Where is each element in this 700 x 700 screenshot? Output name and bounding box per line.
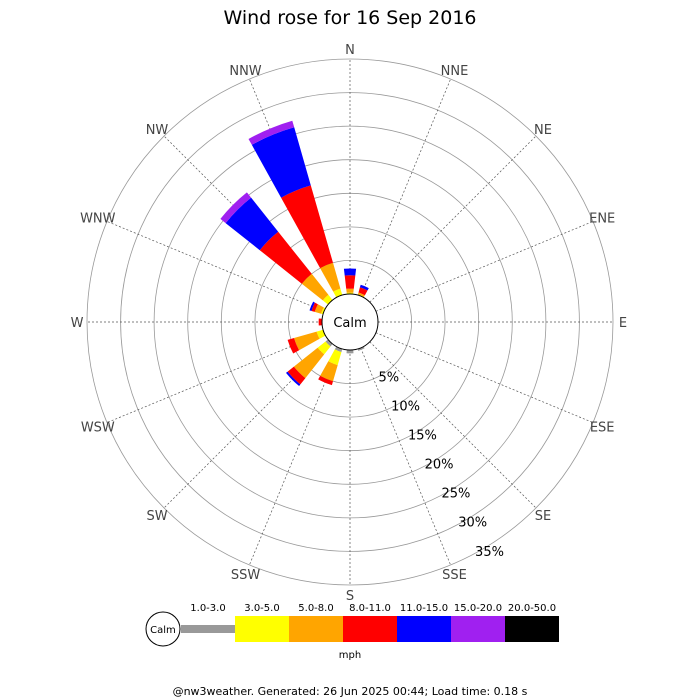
calm-label: Calm bbox=[333, 316, 366, 331]
direction-label-ene: ENE bbox=[589, 212, 615, 227]
petal-wsw-bin-2 bbox=[316, 329, 326, 339]
legend-bin-label-1: 1.0-3.0 bbox=[190, 603, 225, 614]
spoke-sse bbox=[360, 347, 451, 566]
petal-ssw-bin-4 bbox=[318, 375, 333, 386]
ring-label-2: 10% bbox=[391, 399, 420, 414]
range-ring-2 bbox=[254, 226, 446, 418]
calm-circle: Calm bbox=[321, 293, 379, 351]
petal-nw-bin-3 bbox=[301, 273, 329, 301]
ring-label-7: 35% bbox=[475, 545, 504, 560]
petal-nw-bin-6 bbox=[220, 192, 252, 224]
petal-w-bin-4 bbox=[318, 318, 323, 326]
petal-wnw-bin-2 bbox=[321, 307, 326, 315]
spoke-se bbox=[369, 341, 537, 509]
direction-label-ese: ESE bbox=[590, 421, 615, 436]
direction-label-nw: NW bbox=[146, 123, 169, 138]
direction-label-n: N bbox=[345, 43, 355, 58]
petal-ssw-bin-3 bbox=[320, 361, 338, 382]
ring-label-1: 5% bbox=[378, 370, 399, 385]
legend-bin-label-3: 5.0-8.0 bbox=[298, 603, 333, 614]
direction-label-s: S bbox=[346, 589, 354, 604]
petal-wnw-bin-3 bbox=[314, 304, 324, 314]
petal-sw-bin-3 bbox=[293, 347, 325, 379]
direction-label-sse: SSE bbox=[442, 568, 467, 583]
legend-swatch-3 bbox=[289, 616, 343, 642]
petal-n-bin-5 bbox=[343, 268, 357, 276]
petal-wsw-bin-3 bbox=[294, 331, 320, 351]
legend-bin-label-2: 3.0-5.0 bbox=[244, 603, 279, 614]
petal-nnw-bin-2 bbox=[333, 288, 343, 298]
legend-bin-label-6: 15.0-20.0 bbox=[454, 603, 502, 614]
direction-label-ne: NE bbox=[534, 123, 552, 138]
petal-wnw-bin-5 bbox=[309, 301, 315, 311]
legend-swatch-4 bbox=[343, 616, 397, 642]
direction-spokes bbox=[87, 59, 613, 585]
direction-label-w: W bbox=[71, 316, 84, 331]
petal-n-bin-4 bbox=[344, 275, 356, 289]
petal-nnw-bin-6 bbox=[248, 120, 295, 145]
petal-sse-bin-1 bbox=[357, 346, 365, 351]
spoke-sw bbox=[163, 341, 331, 509]
direction-label-ssw: SSW bbox=[231, 568, 261, 583]
petal-nw-bin-5 bbox=[225, 197, 279, 251]
petal-nnw-bin-5 bbox=[251, 127, 311, 198]
direction-label-e: E bbox=[619, 316, 627, 331]
legend-swatch-5 bbox=[397, 616, 451, 642]
direction-label-sw: SW bbox=[146, 509, 167, 524]
petal-nne-bin-3 bbox=[357, 292, 365, 297]
petal-sw-bin-2 bbox=[317, 341, 331, 355]
petal-nne-bin-4 bbox=[358, 287, 368, 296]
spoke-ene bbox=[375, 221, 594, 312]
range-ring-5 bbox=[153, 125, 547, 519]
petal-sw-bin-4 bbox=[287, 366, 306, 385]
petal-n-bin-3 bbox=[346, 288, 354, 293]
wind-petals bbox=[220, 120, 369, 386]
legend-units: mph bbox=[339, 650, 361, 661]
legend-bin-label-7: 20.0-50.0 bbox=[508, 603, 556, 614]
legend-bin-label-5: 11.0-15.0 bbox=[400, 603, 448, 614]
legend-swatch-6 bbox=[451, 616, 505, 642]
petal-ssw-bin-1 bbox=[334, 346, 343, 353]
petal-nne-bin-5 bbox=[359, 284, 369, 291]
chart-title: Wind rose for 16 Sep 2016 bbox=[223, 7, 476, 29]
petal-s-bin-1 bbox=[346, 349, 354, 354]
petal-nnw-bin-3 bbox=[320, 262, 341, 292]
range-ring-7 bbox=[86, 58, 614, 586]
ring-label-6: 30% bbox=[458, 516, 487, 531]
spoke-ssw bbox=[249, 347, 340, 566]
legend-swatch-1 bbox=[181, 625, 235, 633]
range-ring-4 bbox=[187, 159, 513, 485]
speed-legend: Calm 1.0-3.0 3.0-5.0 5.0-8.0 8.0-11.0 11.0-1… bbox=[145, 603, 559, 661]
direction-label-nne: NNE bbox=[441, 64, 469, 79]
direction-label-se: SE bbox=[535, 509, 551, 524]
ring-label-5: 25% bbox=[441, 487, 470, 502]
petal-wsw-bin-4 bbox=[287, 338, 300, 354]
direction-label-wnw: WNW bbox=[80, 212, 116, 227]
direction-labels: N NNE NE ENE E ESE SE SSE S SSW SW WSW W WNW NW NNW bbox=[71, 43, 628, 604]
petal-wnw-bin-4 bbox=[311, 302, 318, 312]
ring-label-4: 20% bbox=[425, 458, 454, 473]
petal-sw-bin-1 bbox=[325, 339, 333, 347]
footer-text: @nw3weather. Generated: 26 Jun 2025 00:4… bbox=[173, 685, 528, 698]
spoke-wnw bbox=[106, 221, 325, 312]
spoke-ese bbox=[375, 332, 594, 423]
petal-ssw-bin-2 bbox=[328, 349, 342, 366]
legend-calm-circle bbox=[145, 611, 181, 647]
direction-label-nnw: NNW bbox=[229, 64, 261, 79]
spoke-nne bbox=[360, 78, 451, 297]
legend-swatch-7 bbox=[505, 616, 559, 642]
ring-label-3: 15% bbox=[408, 429, 437, 444]
petal-nnw-bin-4 bbox=[281, 185, 333, 269]
ring-percent-labels: 5% 10% 15% 20% 25% 30% 35% bbox=[378, 370, 503, 560]
spoke-ne bbox=[369, 135, 537, 303]
spoke-wsw bbox=[106, 332, 325, 423]
legend-swatch-2 bbox=[235, 616, 289, 642]
legend-calm-label: Calm bbox=[150, 625, 176, 636]
petal-nw-bin-4 bbox=[259, 231, 312, 284]
range-rings bbox=[86, 58, 614, 586]
legend-bin-label-4: 8.0-11.0 bbox=[349, 603, 391, 614]
petal-sw-bin-5 bbox=[286, 371, 301, 386]
direction-label-wsw: WSW bbox=[81, 421, 115, 436]
